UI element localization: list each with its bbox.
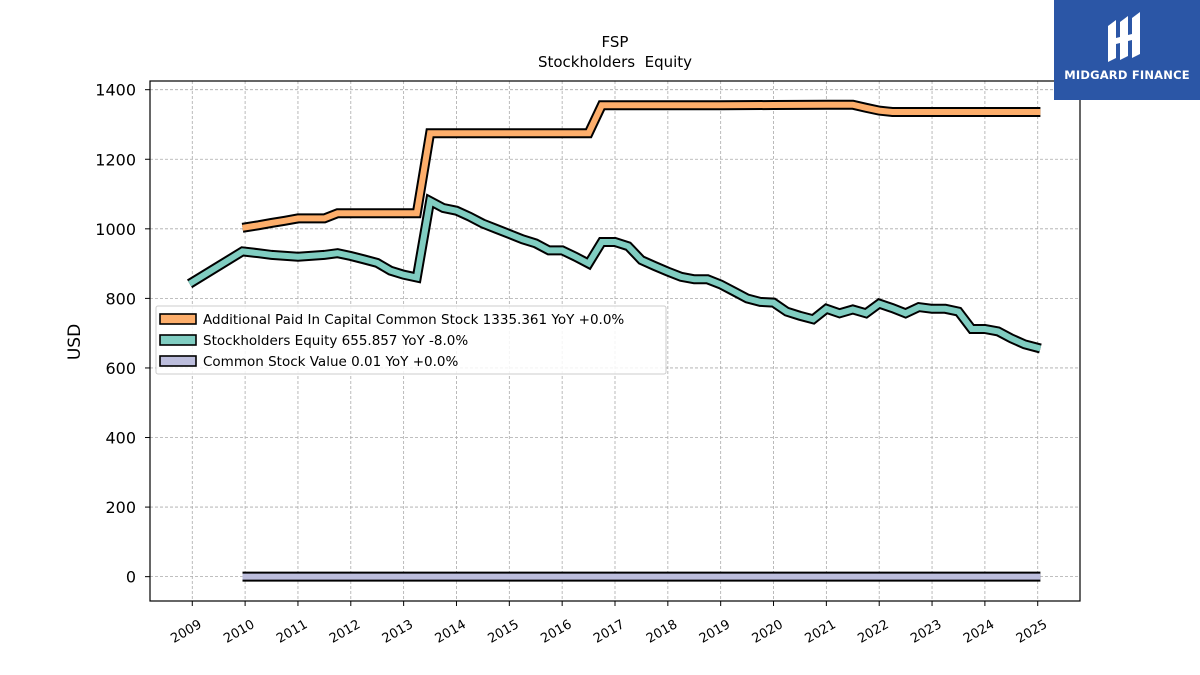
midgard-logo-icon bbox=[1108, 12, 1140, 62]
x-tick-label: 2021 bbox=[803, 617, 839, 647]
x-tick-label: 2009 bbox=[168, 617, 204, 647]
legend-label: Stockholders Equity 655.857 YoY -8.0% bbox=[203, 333, 468, 349]
y-tick-label: 600 bbox=[105, 359, 136, 378]
legend-swatch bbox=[159, 355, 197, 367]
y-tick-label: 400 bbox=[105, 429, 136, 448]
x-tick-label: 2010 bbox=[221, 617, 257, 647]
x-tick-label: 2015 bbox=[485, 617, 521, 647]
series-0-outline bbox=[241, 99, 1041, 233]
x-tick-label: 2012 bbox=[327, 617, 363, 647]
y-tick-label: 0 bbox=[126, 568, 136, 587]
y-tick-label: 1400 bbox=[95, 81, 136, 100]
legend-label: Additional Paid In Capital Common Stock … bbox=[203, 312, 624, 328]
x-tick-label: 2013 bbox=[380, 617, 416, 647]
x-tick-label: 2019 bbox=[697, 617, 733, 647]
y-axis-label: USD bbox=[65, 324, 85, 360]
x-tick-label: 2025 bbox=[1014, 617, 1050, 647]
y-tick-label: 800 bbox=[105, 289, 136, 308]
legend-swatch bbox=[159, 313, 197, 325]
x-tick-label: 2020 bbox=[750, 617, 786, 647]
x-tick-label: 2014 bbox=[433, 617, 469, 647]
logo-text: MIDGARD FINANCE bbox=[1064, 68, 1190, 82]
x-tick-label: 2023 bbox=[908, 617, 944, 647]
y-tick-label: 1200 bbox=[95, 150, 136, 169]
x-tick-label: 2022 bbox=[855, 617, 891, 647]
chart-subtitle: Stockholders Equity bbox=[538, 53, 692, 71]
x-tick-label: 2024 bbox=[961, 617, 997, 647]
series-0-line bbox=[242, 101, 1041, 231]
legend-box bbox=[155, 305, 667, 375]
series-1-line bbox=[188, 196, 1042, 352]
x-tick-label: 2017 bbox=[591, 617, 627, 647]
x-tick-label: 2018 bbox=[644, 617, 680, 647]
y-tick-label: 1000 bbox=[95, 220, 136, 239]
brand-logo: MIDGARD FINANCE bbox=[1054, 0, 1200, 100]
x-tick-label: 2016 bbox=[538, 617, 574, 647]
legend: Additional Paid In Capital Common Stock … bbox=[155, 305, 667, 375]
chart-title: FSP bbox=[602, 33, 629, 51]
legend-swatch bbox=[159, 334, 197, 346]
x-tick-label: 2011 bbox=[274, 617, 310, 647]
legend-label: Common Stock Value 0.01 YoY +0.0% bbox=[203, 354, 458, 370]
y-tick-label: 200 bbox=[105, 498, 136, 517]
